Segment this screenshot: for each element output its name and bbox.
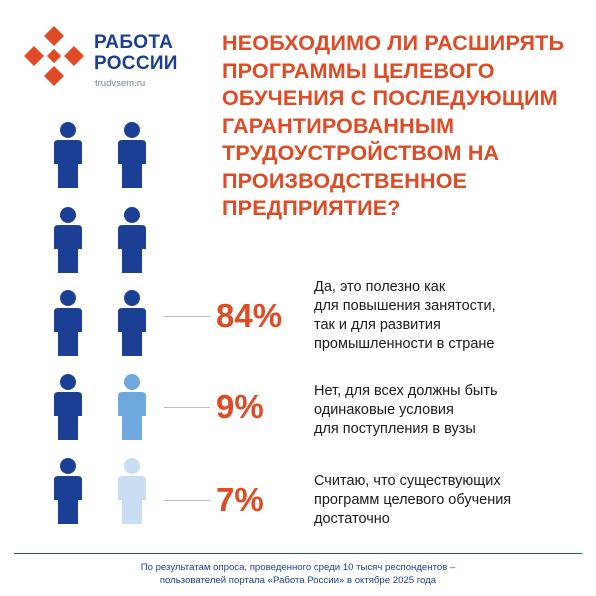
brand-url: trudvsem.ru <box>95 78 146 89</box>
brand-name: РАБОТА РОССИИ <box>94 32 178 74</box>
answer-percent: 7% <box>216 481 264 518</box>
person-icon <box>54 290 82 356</box>
answer-text: Считаю, что существующих программ целево… <box>314 473 512 527</box>
survey-footnote: По результатам опроса, проведенного сред… <box>140 562 456 586</box>
person-icon <box>54 374 82 440</box>
headline: НЕОБХОДИМО ЛИ РАСШИРЯТЬ ПРОГРАММЫ ЦЕЛЕВО… <box>222 31 565 220</box>
answer-percent: 84% <box>216 297 283 334</box>
person-icon <box>118 374 146 440</box>
connector-line <box>164 407 210 408</box>
person-icon <box>118 122 146 188</box>
person-icon <box>54 207 82 273</box>
footer-divider <box>14 553 582 554</box>
red-cross-arrows-logo-icon <box>24 26 84 86</box>
connector-line <box>164 500 210 501</box>
person-icon <box>54 122 82 188</box>
answer-text: Да, это полезно как для повышения занято… <box>314 279 496 352</box>
person-icon <box>118 290 146 356</box>
brand-logo: РАБОТА РОССИИ trudvsem.ru <box>22 22 202 102</box>
person-icon <box>54 458 82 524</box>
person-icon <box>118 207 146 273</box>
person-icon <box>118 458 146 524</box>
connector-line <box>164 316 210 317</box>
answer-percent: 9% <box>216 388 264 425</box>
answer-text: Нет, для всех должны быть одинаковые усл… <box>314 383 498 437</box>
